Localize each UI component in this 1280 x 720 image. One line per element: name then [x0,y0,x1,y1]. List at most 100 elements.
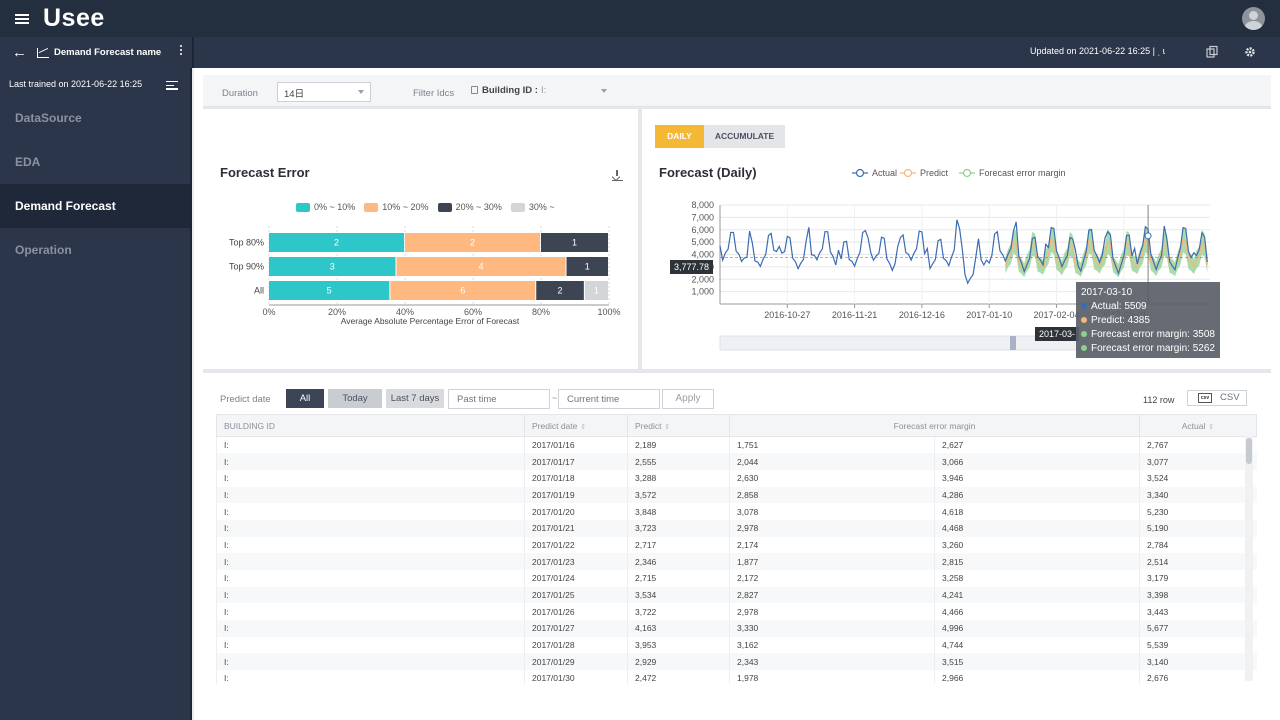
legend-label: Actual [872,168,897,178]
tab-accumulate[interactable]: ACCUMULATE [704,125,785,148]
legend-item[interactable]: Forecast error margin [959,168,1066,178]
legend-item[interactable]: 10% ~ 20% [364,202,429,212]
cell-building-id: I: [216,436,525,454]
filter-all-button[interactable]: All [286,389,324,408]
x-axis-pointer-label: 2017-03- [1035,327,1080,341]
x-tick-label: 60% [464,307,482,317]
list-collapse-icon[interactable] [166,81,178,92]
cell-margin-high: 3,515 [934,653,1140,671]
bar-segment[interactable] [566,257,609,276]
cell-predict: 3,572 [627,486,730,504]
scrollbar-thumb[interactable] [1246,438,1252,464]
avatar[interactable] [1242,7,1265,30]
table-row[interactable]: I: 2017/01/16 2,189 1,751 2,627 2,767 [216,436,1257,454]
column-header-predict[interactable]: Predict ⇕ [627,414,730,437]
table-row[interactable]: I: 2017/01/23 2,346 1,877 2,815 2,514 [216,553,1257,570]
data-zoom-handle[interactable] [1010,336,1016,350]
actual-series-line[interactable] [719,219,1208,285]
current-time-input[interactable] [558,389,660,409]
cell-predict: 2,555 [627,453,730,470]
bar-segment[interactable] [269,257,396,276]
table-row[interactable]: I: 2017/01/19 3,572 2,858 4,286 3,340 [216,486,1257,504]
csv-download-button[interactable]: csv CSV [1187,390,1247,406]
table-row[interactable]: I: 2017/01/20 3,848 3,078 4,618 5,230 [216,503,1257,520]
cell-margin-low: 2,858 [729,486,935,504]
tooltip-dot [1081,331,1087,337]
cell-predict-date: 2017/01/26 [524,603,628,621]
legend-item[interactable]: 0% ~ 10% [296,202,355,212]
tooltip-text: Predict: 4385 [1091,314,1150,326]
cell-actual: 5,539 [1139,636,1257,654]
forecast-error-margin-band[interactable] [1005,226,1208,278]
table-scrollbar[interactable] [1245,436,1253,681]
forecast-error-title: Forecast Error [220,165,310,180]
cell-predict: 3,848 [627,503,730,520]
cell-predict: 3,534 [627,586,730,604]
legend-label: 30% ~ [528,202,555,212]
past-time-input[interactable] [448,389,550,409]
more-options-icon[interactable] [180,45,182,55]
forecast-error-legend: 0% ~ 10% 10% ~ 20% 20% ~ 30% 30% ~ [296,202,564,212]
apply-button[interactable]: Apply [662,389,714,409]
filter-last-7-days-button[interactable]: Last 7 days [386,389,444,408]
cell-building-id: I: [216,469,525,487]
legend-swatch [364,202,379,212]
table-row[interactable]: I: 2017/01/18 3,288 2,630 3,946 3,524 [216,469,1257,487]
cell-margin-high: 4,241 [934,586,1140,604]
gear-icon[interactable] [1243,45,1257,59]
cell-margin-low: 2,978 [729,519,935,537]
download-icon[interactable] [612,170,623,181]
table-row[interactable]: I: 2017/01/30 2,472 1,978 2,966 2,676 [216,670,1257,684]
duration-select[interactable]: 14日 [277,82,371,102]
sidebar-item-eda[interactable]: EDA [15,155,41,169]
copy-icon[interactable] [1205,45,1219,59]
legend-item[interactable]: 30% ~ [510,202,555,212]
y-tick-label: 2,000 [691,274,714,284]
legend-item[interactable]: Actual [852,168,897,178]
table-row[interactable]: I: 2017/01/27 4,163 3,330 4,996 5,677 [216,620,1257,637]
legend-item[interactable]: 20% ~ 30% [437,202,502,212]
table-row[interactable]: I: 2017/01/28 3,953 3,162 4,744 5,539 [216,636,1257,654]
cell-building-id: I: [216,519,525,537]
tooltip-text: Actual: 5509 [1091,300,1147,312]
table-row[interactable]: I: 2017/01/26 3,722 2,978 4,466 3,443 [216,603,1257,621]
cell-margin-high: 4,996 [934,620,1140,637]
menu-icon[interactable] [15,13,29,24]
table-row[interactable]: I: 2017/01/24 2,715 2,172 3,258 3,179 [216,570,1257,587]
sidebar-item-operation[interactable]: Operation [15,243,72,257]
table-row[interactable]: I: 2017/01/25 3,534 2,827 4,241 3,398 [216,586,1257,604]
app-logo[interactable]: Usee [43,4,105,32]
cell-predict-date: 2017/01/29 [524,653,628,671]
bar-segment[interactable] [536,281,584,300]
table-row[interactable]: I: 2017/01/22 2,717 2,174 3,260 2,784 [216,536,1257,554]
back-arrow-icon[interactable]: ← [12,44,27,61]
bar-segment[interactable] [269,233,404,252]
tab-daily[interactable]: DAILY [655,125,704,148]
bar-segment[interactable] [405,233,540,252]
building-id-label: Building ID : [482,85,538,96]
filter-today-button[interactable]: Today [328,389,382,408]
cell-building-id: I: [216,653,525,671]
tooltip-dot [1081,317,1087,323]
bar-segment[interactable] [541,233,608,252]
column-header-forecast-error-margin[interactable]: Forecast error margin [729,414,1140,437]
cell-predict: 3,288 [627,469,730,487]
legend-item[interactable]: Predict [900,168,949,178]
column-header-actual[interactable]: Actual ⇕ [1139,414,1257,437]
panel-container: Duration 14日 Filter Idcs Building ID : I… [203,75,1271,692]
column-header-predict-date[interactable]: Predict date ⇕ [524,414,628,437]
header-label: Predict date [532,420,578,431]
table-row[interactable]: I: 2017/01/17 2,555 2,044 3,066 3,077 [216,453,1257,470]
cell-actual: 3,077 [1139,453,1257,470]
bar-segment[interactable] [269,281,390,300]
bar-segment[interactable] [396,257,566,276]
table-row[interactable]: I: 2017/01/29 2,929 2,343 3,515 3,140 [216,653,1257,671]
building-id-filter[interactable]: Building ID : I: [471,83,607,101]
bar-segment[interactable] [584,281,608,300]
sidebar-item-datasource[interactable]: DataSource [15,111,82,125]
table-row[interactable]: I: 2017/01/21 3,723 2,978 4,468 5,190 [216,519,1257,537]
cell-actual: 3,443 [1139,603,1257,621]
sidebar-item-demand-forecast[interactable]: Demand Forecast [0,184,190,228]
column-header-building-id[interactable]: BUILDING ID [216,414,525,437]
bar-segment[interactable] [390,281,536,300]
